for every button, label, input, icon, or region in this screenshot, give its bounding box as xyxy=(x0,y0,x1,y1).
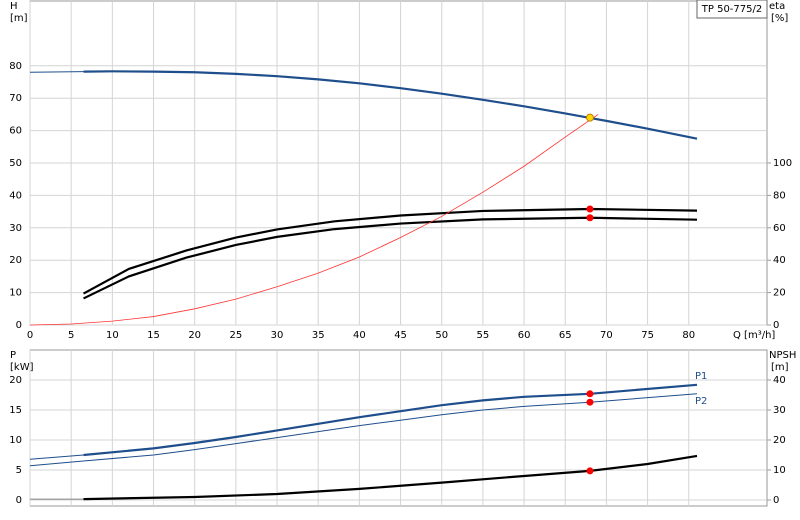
y2-tick-label: 10 xyxy=(773,465,786,476)
x-tick-label: 35 xyxy=(312,330,325,341)
x-tick-label: 55 xyxy=(477,330,490,341)
y-tick-label: 50 xyxy=(9,158,22,169)
x-tick-label: 40 xyxy=(353,330,366,341)
plot-area xyxy=(29,349,768,507)
y2-tick-label: 80 xyxy=(773,190,786,201)
x-tick-label: 15 xyxy=(147,330,160,341)
x-tick-label: 75 xyxy=(641,330,654,341)
x-tick-label: 50 xyxy=(435,330,448,341)
curve xyxy=(29,454,84,460)
curve xyxy=(83,454,698,501)
curve xyxy=(83,393,698,462)
y-axis-unit: [kW] xyxy=(10,362,34,373)
curve xyxy=(29,460,84,467)
operating-point xyxy=(586,467,594,475)
y-tick-label: 20 xyxy=(9,375,22,386)
x-tick-label: 30 xyxy=(271,330,284,341)
y2-tick-label: 60 xyxy=(773,223,786,234)
y-tick-label: 80 xyxy=(9,61,22,72)
y-tick-label: 40 xyxy=(9,190,22,201)
y2-tick-label: 20 xyxy=(773,435,786,446)
series-label: P2 xyxy=(695,396,707,407)
curve xyxy=(29,114,599,326)
y2-tick-label: 30 xyxy=(773,405,786,416)
x-tick-label: 5 xyxy=(68,330,74,341)
y2-tick-label: 0 xyxy=(773,495,779,506)
x-tick-label: 65 xyxy=(559,330,572,341)
y-axis-label: P xyxy=(10,350,16,361)
y-tick-label: 10 xyxy=(9,288,22,299)
x-tick-label: 60 xyxy=(518,330,531,341)
operating-point xyxy=(585,113,594,122)
y-tick-label: 10 xyxy=(9,435,22,446)
operating-point xyxy=(586,398,594,406)
y2-tick-label: 40 xyxy=(773,255,786,266)
y-tick-label: 70 xyxy=(9,93,22,104)
curve xyxy=(83,383,698,457)
y2-axis-label: eta xyxy=(769,1,785,12)
y-tick-label: 20 xyxy=(9,255,22,266)
y2-axis-unit: [m] xyxy=(771,362,789,373)
series-label: P1 xyxy=(695,371,707,382)
y-tick-label: 30 xyxy=(9,223,22,234)
y-tick-label: 0 xyxy=(16,495,22,506)
y2-tick-label: 100 xyxy=(773,158,792,169)
title-box xyxy=(696,0,768,19)
x-tick-label: 80 xyxy=(682,330,695,341)
y2-axis-unit: [%] xyxy=(771,13,788,24)
y2-tick-label: 40 xyxy=(773,375,786,386)
x-tick-label: 70 xyxy=(600,330,613,341)
y2-tick-label: 0 xyxy=(773,320,779,331)
curve xyxy=(82,207,698,295)
x-tick-label: 0 xyxy=(27,330,33,341)
curve xyxy=(83,216,698,300)
operating-point xyxy=(586,205,594,213)
y-tick-label: 60 xyxy=(9,126,22,137)
operating-point xyxy=(586,390,594,398)
x-axis-label: Q [m³/h] xyxy=(733,330,775,341)
curve xyxy=(83,70,698,140)
y-axis-label: H xyxy=(10,1,18,12)
y-axis-unit: [m] xyxy=(10,13,28,24)
y-tick-label: 5 xyxy=(16,465,22,476)
y2-axis-label: NPSH xyxy=(769,350,796,361)
x-tick-label: 25 xyxy=(229,330,242,341)
x-tick-label: 45 xyxy=(394,330,407,341)
y-tick-label: 15 xyxy=(9,405,22,416)
chart-title: TP 50-775/2 xyxy=(701,4,762,15)
operating-point xyxy=(586,214,594,222)
x-tick-label: 20 xyxy=(188,330,201,341)
x-tick-label: 10 xyxy=(106,330,119,341)
y-tick-label: 0 xyxy=(16,320,22,331)
y2-tick-label: 20 xyxy=(773,288,786,299)
curve xyxy=(29,71,84,73)
